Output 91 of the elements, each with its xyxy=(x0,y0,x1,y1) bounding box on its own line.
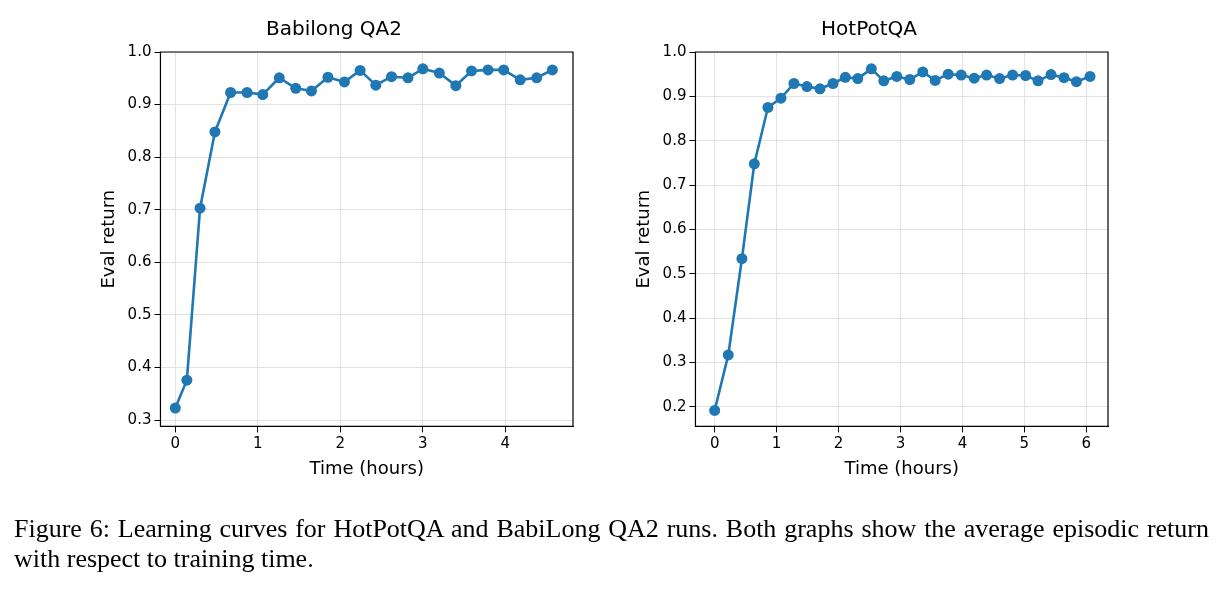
point xyxy=(385,71,397,83)
point xyxy=(814,83,826,95)
y-tick-label: 0.4 xyxy=(127,357,152,376)
point xyxy=(929,74,941,86)
x-tick-label: 3 xyxy=(418,434,428,453)
point xyxy=(994,73,1006,85)
y-tick-label: 1.0 xyxy=(662,41,687,60)
point xyxy=(305,85,317,97)
caption: Figure 6: Learning curves for HotPotQA and BabiLong QA2 runs. Both graphs show the average episodic return with respect to training time. xyxy=(14,514,1209,574)
x-tick-label: 0 xyxy=(170,434,181,453)
x-tick-label: 1 xyxy=(771,434,782,453)
point xyxy=(417,63,429,75)
y-tick-label: 1.0 xyxy=(127,41,152,60)
x-axis-title: Time (hours) xyxy=(308,456,424,478)
point xyxy=(736,253,748,265)
y-tick-label: 0.3 xyxy=(662,352,687,371)
point xyxy=(370,79,382,91)
point xyxy=(865,63,877,75)
y-axis-title: Eval return xyxy=(632,189,654,289)
point xyxy=(546,64,558,76)
point xyxy=(241,86,253,98)
point xyxy=(194,202,206,214)
x-axis-title: Time (hours) xyxy=(843,456,959,478)
x-tick-label: 2 xyxy=(833,434,844,453)
point xyxy=(322,71,334,83)
point xyxy=(878,75,890,87)
chart-title: Babilong QA2 xyxy=(266,16,402,41)
point xyxy=(402,72,414,84)
point xyxy=(466,65,478,77)
point xyxy=(917,66,929,78)
point xyxy=(904,74,916,85)
point xyxy=(775,92,787,104)
point xyxy=(801,81,813,93)
x-tick-label: 5 xyxy=(1019,434,1030,453)
point xyxy=(1045,69,1057,81)
point xyxy=(181,374,193,386)
point xyxy=(1084,70,1096,82)
point xyxy=(354,64,366,76)
point xyxy=(1070,76,1082,88)
x-tick-label: 1 xyxy=(253,434,263,453)
y-tick-label: 0.6 xyxy=(127,252,152,271)
x-tick-label: 6 xyxy=(1081,434,1092,453)
point xyxy=(891,70,903,82)
x-tick-label: 4 xyxy=(957,434,968,453)
point xyxy=(169,402,181,414)
x-tick-label: 4 xyxy=(500,434,511,453)
point xyxy=(722,349,734,361)
point xyxy=(1007,69,1019,81)
y-tick-label: 0.9 xyxy=(662,86,687,105)
x-tick-label: 0 xyxy=(709,434,720,453)
point xyxy=(709,404,721,416)
point xyxy=(762,101,774,113)
chart-title: HotPotQA xyxy=(821,16,918,41)
point xyxy=(1058,72,1070,84)
y-tick-label: 0.9 xyxy=(127,94,152,113)
point xyxy=(955,69,967,81)
y-tick-label: 0.5 xyxy=(662,263,687,282)
point xyxy=(273,72,285,84)
x-tick-label: 2 xyxy=(335,434,346,453)
point xyxy=(225,86,237,98)
point xyxy=(1032,75,1044,87)
point xyxy=(942,68,954,80)
y-tick-label: 0.2 xyxy=(662,396,687,415)
point xyxy=(1020,70,1032,82)
y-tick-label: 0.4 xyxy=(662,308,687,327)
y-tick-label: 0.8 xyxy=(127,147,152,166)
point xyxy=(290,82,302,94)
y-tick-label: 0.3 xyxy=(127,409,152,428)
point xyxy=(981,69,993,81)
point xyxy=(450,80,462,92)
point xyxy=(482,64,494,76)
y-tick-label: 0.6 xyxy=(662,219,687,238)
y-tick-label: 0.7 xyxy=(662,174,687,193)
y-tick-label: 0.8 xyxy=(662,130,687,149)
point xyxy=(531,72,543,84)
point xyxy=(338,76,350,88)
point xyxy=(827,78,839,89)
point xyxy=(968,72,980,84)
point xyxy=(433,67,445,79)
point xyxy=(839,71,851,83)
point xyxy=(209,126,221,138)
point xyxy=(514,74,526,86)
y-axis-title: Eval return xyxy=(97,189,119,289)
x-tick-label: 3 xyxy=(895,434,906,453)
point xyxy=(852,73,864,85)
point xyxy=(788,78,800,89)
point xyxy=(257,89,269,101)
y-tick-label: 0.7 xyxy=(127,199,152,218)
point xyxy=(748,158,760,170)
point xyxy=(498,64,510,76)
y-tick-label: 0.5 xyxy=(127,304,152,323)
